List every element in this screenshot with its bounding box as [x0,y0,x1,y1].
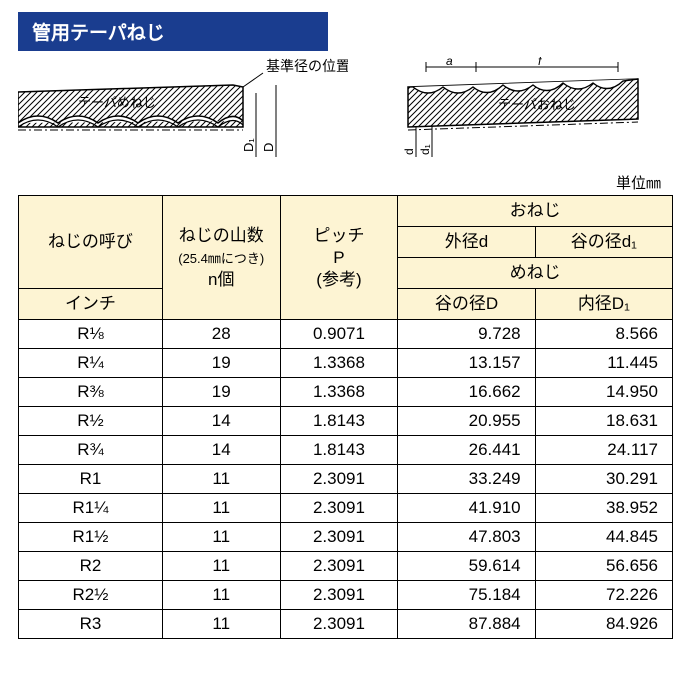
cell-d: 9.728 [398,320,535,349]
thread-table: ねじの呼び ねじの山数 (25.4㎜につき) n個 ピッチ P (参考) おねじ… [18,195,673,639]
cell-d: 16.662 [398,378,535,407]
cell-d1: 56.656 [535,552,672,581]
cell-label: R3 [19,610,163,639]
cell-n: 11 [162,465,280,494]
diagram-left-label: テーパめねじ [78,95,156,110]
cell-p: 2.3091 [280,494,398,523]
cell-n: 14 [162,407,280,436]
th-pitch-main: ピッチ [313,226,364,245]
cell-p: 1.3368 [280,349,398,378]
cell-p: 2.3091 [280,465,398,494]
cell-d1: 38.952 [535,494,672,523]
table-row: R1112.309133.24930.291 [19,465,673,494]
th-threads: ねじの山数 (25.4㎜につき) n個 [162,196,280,320]
th-threads-sub: (25.4㎜につき) [178,251,264,266]
cell-label: R⅜ [19,378,163,407]
section-title: 管用テーパねじ [18,12,328,51]
svg-text:d₁: d₁ [418,144,432,155]
th-threads-n: n個 [208,270,234,289]
diagram-male-thread: a f テーパおねじ d d₁ [368,57,668,172]
cell-d: 20.955 [398,407,535,436]
cell-p: 1.8143 [280,407,398,436]
cell-label: R¾ [19,436,163,465]
th-inch: インチ [19,289,163,320]
cell-label: R2 [19,552,163,581]
cell-p: 2.3091 [280,523,398,552]
cell-p: 2.3091 [280,552,398,581]
cell-d1: 84.926 [535,610,672,639]
cell-d: 75.184 [398,581,535,610]
cell-d1: 18.631 [535,407,672,436]
cell-n: 11 [162,552,280,581]
cell-d: 33.249 [398,465,535,494]
cell-p: 2.3091 [280,610,398,639]
cell-d: 87.884 [398,610,535,639]
table-row: R2112.309159.61456.656 [19,552,673,581]
cell-d1: 8.566 [535,320,672,349]
table-row: R½141.814320.95518.631 [19,407,673,436]
cell-d1: 44.845 [535,523,672,552]
cell-label: R⅛ [19,320,163,349]
cell-d: 59.614 [398,552,535,581]
svg-text:D₁: D₁ [241,138,256,152]
th-female-D1: 内径D₁ [535,289,672,320]
cell-n: 11 [162,610,280,639]
table-row: R3112.309187.88484.926 [19,610,673,639]
table-row: R1½112.309147.80344.845 [19,523,673,552]
cell-d: 26.441 [398,436,535,465]
cell-d: 41.910 [398,494,535,523]
th-threads-main: ねじの山数 [179,226,264,245]
table-row: R2½112.309175.18472.226 [19,581,673,610]
svg-text:f: f [538,57,543,68]
cell-label: R½ [19,407,163,436]
svg-text:D: D [261,143,276,152]
th-female: めねじ [398,258,673,289]
th-female-D: 谷の径D [398,289,535,320]
cell-n: 11 [162,581,280,610]
svg-text:d: d [402,148,416,155]
cell-p: 0.9071 [280,320,398,349]
cell-label: R2½ [19,581,163,610]
cell-d: 13.157 [398,349,535,378]
cell-d1: 11.445 [535,349,672,378]
th-pitch-p: P [333,248,344,267]
th-pitch: ピッチ P (参考) [280,196,398,320]
svg-text:a: a [446,57,453,68]
table-row: R⅛280.90719.7288.566 [19,320,673,349]
cell-n: 14 [162,436,280,465]
diagram-female-thread: 基準径の位置 テーパめねじ D₁ D [18,57,348,172]
cell-p: 1.3368 [280,378,398,407]
cell-n: 28 [162,320,280,349]
cell-p: 2.3091 [280,581,398,610]
cell-label: R1½ [19,523,163,552]
cell-label: R1 [19,465,163,494]
table-row: R⅜191.336816.66214.950 [19,378,673,407]
table-row: R1¼112.309141.91038.952 [19,494,673,523]
diagram-right-label: テーパおねじ [498,97,576,112]
cell-n: 11 [162,523,280,552]
th-male-d1: 谷の径d₁ [535,227,672,258]
cell-d: 47.803 [398,523,535,552]
cell-d1: 14.950 [535,378,672,407]
unit-label: 単位㎜ [18,172,673,193]
cell-d1: 72.226 [535,581,672,610]
ref-dia-label: 基準径の位置 [266,58,348,74]
table-row: R¾141.814326.44124.117 [19,436,673,465]
cell-n: 19 [162,349,280,378]
cell-d1: 24.117 [535,436,672,465]
th-pitch-ref: (参考) [316,270,361,289]
th-male-d: 外径d [398,227,535,258]
diagrams-row: 基準径の位置 テーパめねじ D₁ D a f [18,57,673,172]
cell-label: R¼ [19,349,163,378]
cell-n: 19 [162,378,280,407]
th-designation: ねじの呼び [19,196,163,289]
cell-label: R1¼ [19,494,163,523]
th-male: おねじ [398,196,673,227]
cell-n: 11 [162,494,280,523]
cell-d1: 30.291 [535,465,672,494]
table-row: R¼191.336813.15711.445 [19,349,673,378]
cell-p: 1.8143 [280,436,398,465]
